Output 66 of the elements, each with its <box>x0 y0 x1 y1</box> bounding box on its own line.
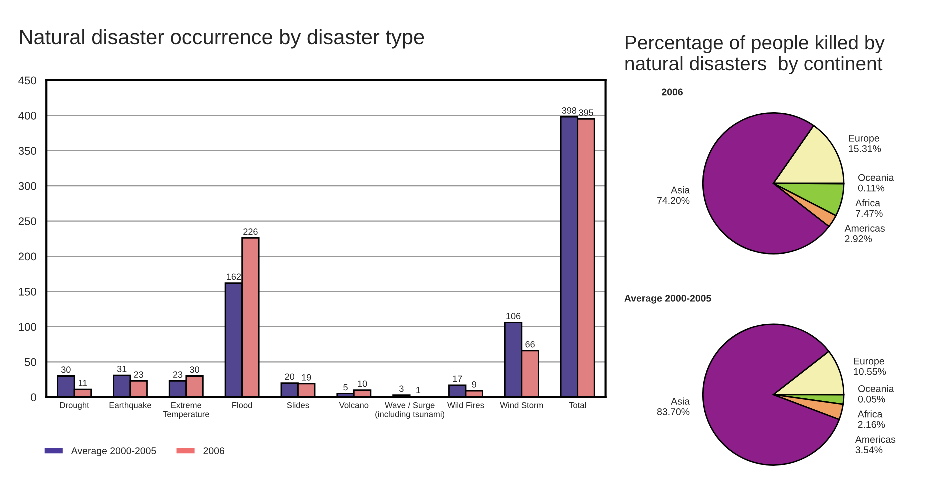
chart-title: Average 2000-2005 <box>624 295 712 304</box>
slice-label: Europe <box>854 358 884 367</box>
y-tick-label: 300 <box>18 182 36 190</box>
data-label: 106 <box>506 313 521 320</box>
data-label: 0.05% <box>858 396 886 403</box>
data-label: 7.47% <box>856 210 883 218</box>
y-tick-label: 100 <box>19 323 36 332</box>
y-tick-label: 350 <box>18 147 36 156</box>
data-label: 23 <box>173 372 183 378</box>
chart-title: Percentage of people killed by natural disasters by continent <box>626 35 885 74</box>
data-label: 10.55% <box>854 368 886 376</box>
slice-label: Americas <box>844 224 885 232</box>
x-tick-label: Flood <box>232 402 252 408</box>
data-label: 23 <box>134 372 144 378</box>
data-label: 5 <box>344 384 348 391</box>
y-tick-label: 150 <box>19 288 36 296</box>
data-label: 2.16% <box>858 421 886 428</box>
x-tick-label: Total <box>569 402 586 408</box>
legend-label: Average 2000-2005 <box>71 448 156 456</box>
data-label: 83.70% <box>657 408 690 416</box>
data-label: 30 <box>190 366 200 374</box>
data-label: 3 <box>400 386 404 392</box>
data-label: 9 <box>472 381 476 388</box>
data-label: 66 <box>526 341 535 348</box>
x-tick-label: Wild Fires <box>448 402 484 408</box>
data-label: 20 <box>285 374 295 380</box>
slice-label: Africa <box>856 199 880 207</box>
x-tick-label: Volcano <box>339 402 369 408</box>
slice-label: Americas <box>855 436 896 444</box>
x-tick-label: Earthquake <box>110 402 152 410</box>
legend-label: 2006 <box>204 448 224 454</box>
y-tick-label: 250 <box>18 218 36 226</box>
x-tick-label: Slides <box>287 402 310 408</box>
data-label: 2.92% <box>845 236 872 242</box>
data-label: 10 <box>358 380 368 388</box>
data-label: 74.20% <box>658 197 690 204</box>
data-label: 11 <box>78 380 88 386</box>
data-label: 162 <box>227 274 242 280</box>
y-tick-label: 200 <box>18 252 36 261</box>
data-label: 3.54% <box>856 446 883 454</box>
x-tick-label: Drought <box>60 402 90 410</box>
slice-label: Asia <box>671 398 690 405</box>
y-tick-label: 450 <box>18 76 36 85</box>
data-label: 395 <box>579 110 594 116</box>
data-label: 31 <box>117 366 127 372</box>
slice-label: Oceania <box>858 385 894 392</box>
data-label: 1 <box>416 387 421 394</box>
slice-label: Europe <box>849 135 880 144</box>
y-tick-label: 50 <box>24 358 36 366</box>
data-label: 17 <box>453 376 462 382</box>
data-label: 226 <box>244 228 258 236</box>
y-tick-label: 400 <box>18 112 36 120</box>
slice-label: Oceania <box>858 174 894 182</box>
data-label: 0.11% <box>858 184 885 192</box>
y-tick-label: 0 <box>31 394 36 402</box>
chart-title: Natural disaster occurrence by disaster type <box>20 29 424 49</box>
data-label: 398 <box>562 108 577 114</box>
chart-subtitle: 2006 <box>662 88 683 96</box>
slice-label: Asia <box>671 186 690 194</box>
x-tick-label: Extreme Temperature <box>163 402 210 419</box>
data-label: 15.31% <box>849 145 882 152</box>
slice-label: Africa <box>858 410 883 418</box>
x-tick-label: Wind Storm <box>500 402 544 408</box>
x-tick-label: Wave / Surge (including tsunami) <box>376 402 445 419</box>
data-label: 19 <box>302 374 312 381</box>
data-label: 30 <box>61 366 71 374</box>
